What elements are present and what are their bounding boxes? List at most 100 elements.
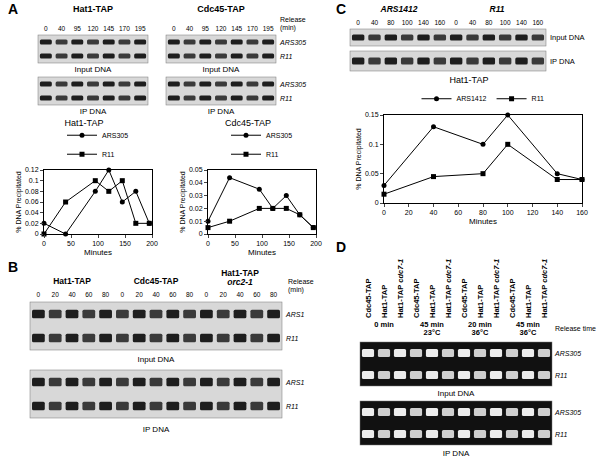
svg-text:Hat1-TAP: Hat1-TAP <box>65 118 104 128</box>
svg-text:100: 100 <box>256 240 268 247</box>
svg-text:Hat1-TAP: Hat1-TAP <box>524 285 533 318</box>
svg-text:R11: R11 <box>280 53 292 60</box>
svg-text:(min): (min) <box>280 24 296 32</box>
svg-text:80: 80 <box>186 291 194 298</box>
svg-text:0.02: 0.02 <box>189 205 203 212</box>
svg-text:0: 0 <box>44 25 48 32</box>
svg-text:0: 0 <box>206 240 210 247</box>
svg-text:20: 20 <box>52 291 60 298</box>
svg-text:R11: R11 <box>286 403 298 410</box>
svg-text:R11: R11 <box>266 151 278 158</box>
svg-text:0: 0 <box>199 230 203 237</box>
svg-text:40: 40 <box>469 19 477 26</box>
svg-text:0: 0 <box>356 19 360 26</box>
svg-text:Hat1-TAP cdc7-1: Hat1-TAP cdc7-1 <box>492 259 501 318</box>
svg-text:R11: R11 <box>555 372 567 379</box>
svg-text:100: 100 <box>500 19 511 26</box>
svg-text:0: 0 <box>375 199 379 206</box>
svg-text:50: 50 <box>231 240 239 247</box>
svg-text:IP DNA: IP DNA <box>443 449 470 458</box>
svg-text:50: 50 <box>67 240 75 247</box>
svg-text:40: 40 <box>68 291 76 298</box>
svg-text:0.04: 0.04 <box>25 209 39 216</box>
svg-text:R11: R11 <box>555 431 567 438</box>
svg-text:150: 150 <box>283 240 295 247</box>
svg-text:40: 40 <box>236 291 244 298</box>
svg-text:195: 195 <box>263 25 274 32</box>
svg-text:60: 60 <box>85 291 93 298</box>
svg-text:Hat1-TAP: Hat1-TAP <box>450 75 489 85</box>
svg-text:0 min: 0 min <box>374 320 394 329</box>
svg-text:Hat1-TAP: Hat1-TAP <box>476 285 485 318</box>
svg-text:0: 0 <box>205 291 209 298</box>
svg-text:0.1: 0.1 <box>369 141 379 148</box>
svg-text:140: 140 <box>551 209 563 216</box>
svg-text:195: 195 <box>135 25 146 32</box>
svg-text:(min): (min) <box>288 286 304 294</box>
svg-text:Cdc45-TAP: Cdc45-TAP <box>460 279 469 318</box>
svg-text:0: 0 <box>35 230 39 237</box>
svg-text:C: C <box>336 1 346 17</box>
svg-text:D: D <box>336 239 346 255</box>
svg-text:80: 80 <box>102 291 110 298</box>
svg-text:0.05: 0.05 <box>365 170 379 177</box>
svg-text:0: 0 <box>37 291 41 298</box>
svg-text:Release: Release <box>288 278 314 285</box>
svg-text:orc2-1: orc2-1 <box>227 277 253 287</box>
svg-text:0.1: 0.1 <box>29 177 39 184</box>
svg-text:Cdc45-TAP: Cdc45-TAP <box>197 4 244 14</box>
svg-text:Release: Release <box>280 16 306 23</box>
svg-text:% DNA Precipitated: % DNA Precipitated <box>355 128 363 190</box>
svg-text:0.04: 0.04 <box>189 179 203 186</box>
svg-text:ARS305: ARS305 <box>554 409 581 416</box>
svg-text:R11: R11 <box>532 95 544 102</box>
svg-text:0: 0 <box>172 25 176 32</box>
svg-text:ARS1412: ARS1412 <box>457 95 487 102</box>
svg-text:36°C: 36°C <box>472 328 489 337</box>
svg-text:Hat1-TAP: Hat1-TAP <box>53 276 91 286</box>
svg-text:80: 80 <box>485 19 493 26</box>
svg-text:100: 100 <box>502 209 514 216</box>
svg-text:40: 40 <box>430 209 438 216</box>
svg-text:% DNA Precipitated: % DNA Precipitated <box>179 171 187 233</box>
svg-text:Cdc45-TAP: Cdc45-TAP <box>508 279 517 318</box>
svg-text:145: 145 <box>231 25 242 32</box>
svg-text:23°C: 23°C <box>424 328 441 337</box>
svg-text:IP DNA: IP DNA <box>80 107 107 116</box>
svg-text:0.05: 0.05 <box>189 166 203 173</box>
svg-text:% DNA Precipitated: % DNA Precipitated <box>15 171 23 233</box>
svg-text:160: 160 <box>532 19 543 26</box>
svg-text:80: 80 <box>270 291 278 298</box>
svg-text:Input DNA: Input DNA <box>138 355 176 364</box>
svg-text:40: 40 <box>58 25 66 32</box>
svg-text:170: 170 <box>119 25 130 32</box>
svg-text:IP DNA: IP DNA <box>143 425 170 434</box>
svg-text:Hat1-TAP: Hat1-TAP <box>380 285 389 318</box>
svg-text:0: 0 <box>121 291 125 298</box>
svg-text:20: 20 <box>405 209 413 216</box>
svg-text:80: 80 <box>479 209 487 216</box>
svg-text:B: B <box>8 259 18 275</box>
svg-text:ARS305: ARS305 <box>102 132 128 139</box>
svg-text:R11: R11 <box>102 151 114 158</box>
svg-text:60: 60 <box>454 209 462 216</box>
svg-text:A: A <box>8 1 18 17</box>
svg-text:40: 40 <box>186 25 194 32</box>
svg-text:ARS1412: ARS1412 <box>380 4 418 14</box>
svg-text:Hat1-TAP cdc7-1: Hat1-TAP cdc7-1 <box>540 259 549 318</box>
svg-text:Hat1-TAP cdc7-1: Hat1-TAP cdc7-1 <box>444 259 453 318</box>
svg-text:60: 60 <box>169 291 177 298</box>
svg-text:Cdc45-TAP: Cdc45-TAP <box>134 276 179 286</box>
svg-text:40: 40 <box>152 291 160 298</box>
svg-text:0.01: 0.01 <box>189 218 203 225</box>
svg-text:140: 140 <box>516 19 527 26</box>
svg-text:20: 20 <box>220 291 228 298</box>
svg-text:IP DNA: IP DNA <box>208 107 235 116</box>
svg-text:Input DNA: Input DNA <box>550 33 585 42</box>
svg-text:R11: R11 <box>490 4 505 14</box>
svg-text:0.06: 0.06 <box>25 198 39 205</box>
svg-text:0: 0 <box>42 240 46 247</box>
svg-text:120: 120 <box>527 209 539 216</box>
svg-text:ARS305: ARS305 <box>266 132 292 139</box>
svg-text:0: 0 <box>454 19 458 26</box>
